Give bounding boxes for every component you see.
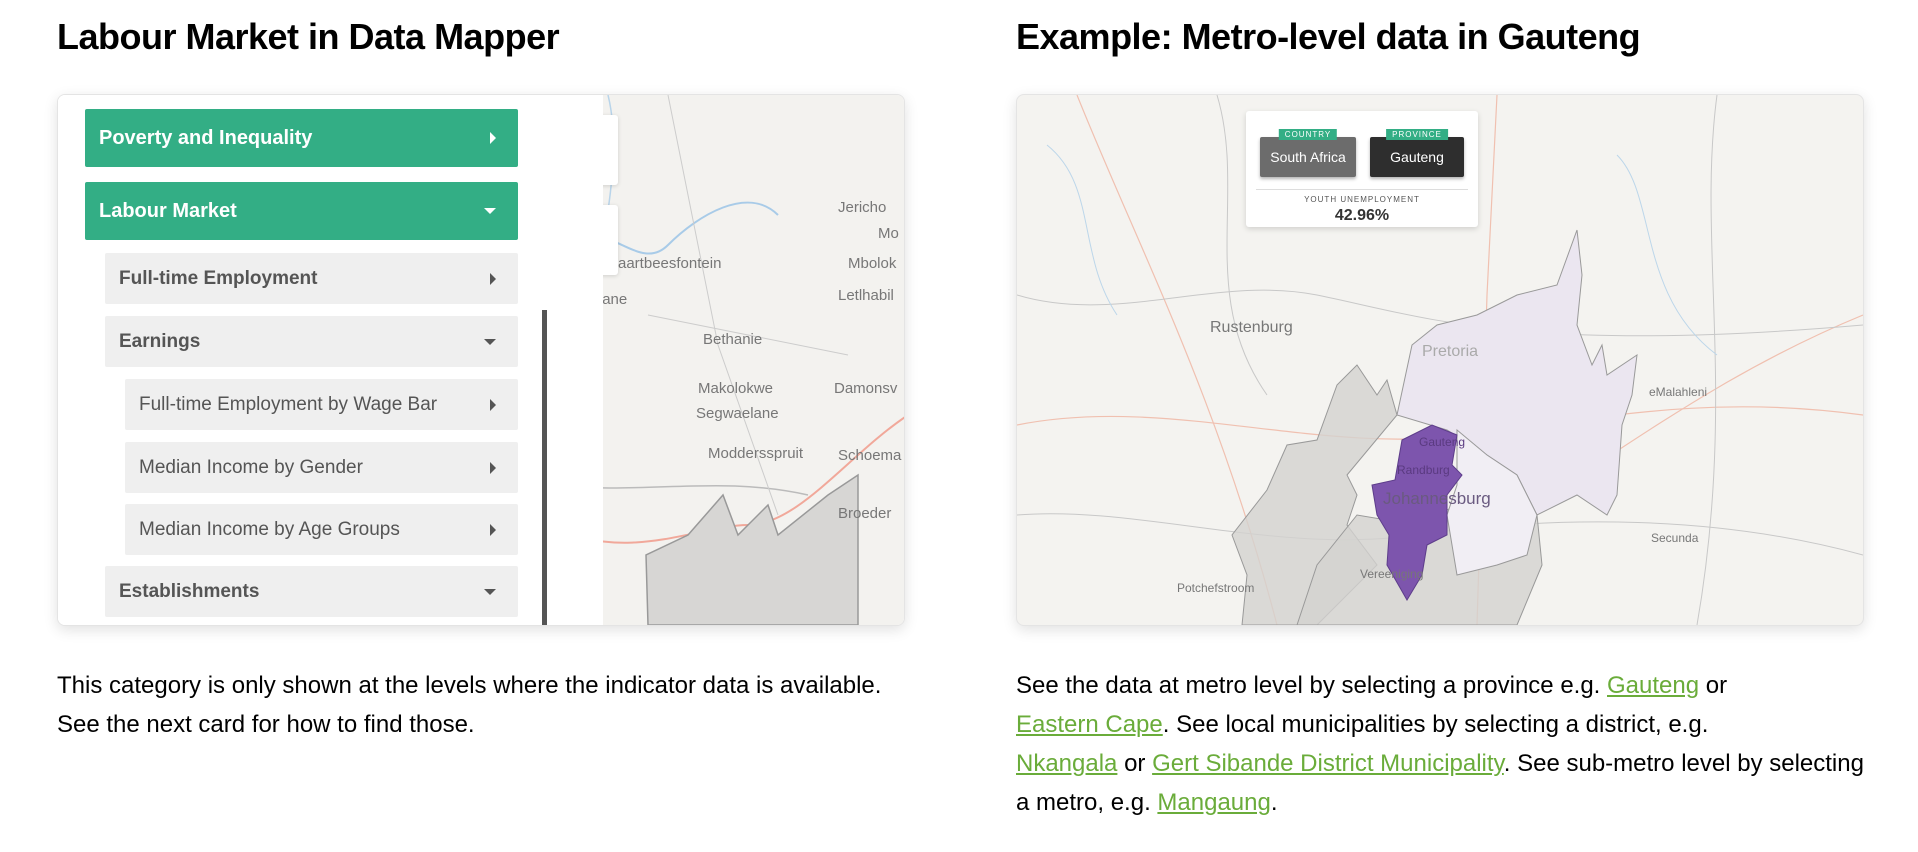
level-label: South Africa	[1270, 149, 1346, 165]
chevron-right-icon	[490, 461, 496, 474]
chevron-right-icon	[490, 523, 496, 536]
link-mangaung[interactable]: Mangaung	[1157, 789, 1271, 816]
menu-item-median-income-by-gender[interactable]: Median Income by Gender	[125, 442, 518, 493]
map-label: Johannesburg	[1383, 489, 1491, 508]
menu-item-label: Median Income by Age Groups	[139, 518, 400, 540]
menu-item-label: Labour Market	[99, 199, 237, 222]
map-label: Mo	[878, 225, 899, 242]
description-text: . See local municipalities by selecting …	[1162, 711, 1709, 738]
johannesburg-metro	[1371, 424, 1463, 601]
map-label: Segwaelane	[696, 405, 779, 422]
indicator-label: YOUTH UNEMPLOYMENT	[1304, 195, 1420, 204]
map-label: Randburg	[1397, 463, 1450, 477]
menu-item-label: Full-time Employment	[119, 267, 318, 289]
gauteng-map[interactable]	[1017, 95, 1863, 625]
menu-item-establishments[interactable]: Establishments	[105, 566, 518, 617]
left-card-description: This category is only shown at the level…	[57, 666, 917, 744]
map-label: Mbolok	[848, 255, 897, 272]
map-label: Potchefstroom	[1177, 581, 1255, 595]
link-nkangala[interactable]: Nkangala	[1016, 750, 1118, 777]
map-label: Rustenburg	[1210, 319, 1293, 336]
menu-item-median-income-by-age-groups[interactable]: Median Income by Age Groups	[125, 504, 518, 555]
breadcrumb-country-button[interactable]: COUNTRY South Africa	[1260, 129, 1356, 177]
map-label: aartbeesfontein	[618, 255, 722, 272]
info-divider	[1256, 189, 1468, 190]
map-label: Pretoria	[1422, 343, 1479, 360]
description-text: This category is only shown at the level…	[57, 672, 882, 738]
description-text: . See sub-metro level by selecting a met…	[1016, 750, 1864, 816]
gauteng-map-screenshot-card: Rustenburg Pretoria eMalahleni Gauteng R…	[1016, 94, 1864, 626]
map-label: Moddersspruit	[708, 445, 804, 462]
map-label: Secunda	[1651, 531, 1699, 545]
panel-scrollbar[interactable]	[542, 310, 547, 625]
map-label: Vereeniging	[1360, 567, 1424, 581]
menu-item-label: Poverty and Inequality	[99, 126, 313, 149]
menu-item-employment-by-wage-band[interactable]: Full-time Employment by Wage Bar	[125, 379, 518, 430]
menu-item-full-time-employment[interactable]: Full-time Employment	[105, 253, 518, 304]
description-text: or	[1699, 672, 1728, 699]
level-tag: COUNTRY	[1278, 129, 1338, 140]
map-label: Damonsv	[834, 380, 898, 397]
level-label: Gauteng	[1390, 149, 1444, 165]
description-text: or	[1117, 750, 1153, 777]
map-label: Jericho	[838, 199, 887, 216]
menu-item-label: Earnings	[119, 330, 201, 352]
menu-item-earnings[interactable]: Earnings	[105, 316, 518, 367]
chevron-right-icon	[490, 272, 496, 285]
level-tag: PROVINCE	[1386, 129, 1448, 140]
link-gert-sibande[interactable]: Gert Sibande District Municipality	[1152, 750, 1504, 777]
map-label: Broeder	[838, 505, 892, 522]
link-gauteng[interactable]: Gauteng	[1607, 672, 1700, 699]
data-mapper-screenshot-card: tein Jericho Mo aartbeesfontein Mbolok a…	[57, 94, 905, 626]
map-label: Bethanie	[703, 331, 763, 348]
chevron-down-icon	[484, 208, 496, 214]
left-card-title: Labour Market in Data Mapper	[57, 16, 560, 57]
right-card-description: See the data at metro level by selecting…	[1016, 666, 1876, 822]
chevron-right-icon	[490, 132, 496, 144]
description-text: See the data at metro level by selecting…	[1016, 672, 1608, 699]
map-label: Schoema	[838, 447, 902, 464]
menu-item-label: Median Income by Gender	[139, 456, 363, 478]
location-info-box: COUNTRY South Africa PROVINCE Gauteng YO…	[1246, 111, 1478, 227]
menu-item-label: Establishments	[119, 580, 260, 602]
ekurhuleni-region	[1446, 428, 1538, 576]
map-label: Gauteng	[1419, 435, 1466, 449]
chevron-right-icon	[490, 398, 496, 411]
category-panel: Poverty and Inequality Labour Market Ful…	[58, 95, 603, 625]
chevron-down-icon	[484, 588, 496, 595]
description-text: .	[1270, 789, 1278, 816]
chevron-down-icon	[484, 338, 496, 345]
menu-item-poverty-and-inequality[interactable]: Poverty and Inequality	[85, 109, 518, 167]
map-label: Letlhabil	[838, 287, 894, 304]
breadcrumb-province-button[interactable]: PROVINCE Gauteng	[1370, 129, 1464, 177]
map-label: eMalahleni	[1649, 385, 1708, 399]
indicator-value: 42.96%	[1334, 207, 1390, 224]
menu-item-labour-market[interactable]: Labour Market	[85, 182, 518, 240]
right-card-title: Example: Metro-level data in Gauteng	[1016, 16, 1641, 57]
link-eastern-cape[interactable]: Eastern Cape	[1016, 711, 1163, 738]
menu-item-label: Full-time Employment by Wage Bar	[139, 393, 438, 415]
map-label: Makolokwe	[698, 380, 774, 397]
